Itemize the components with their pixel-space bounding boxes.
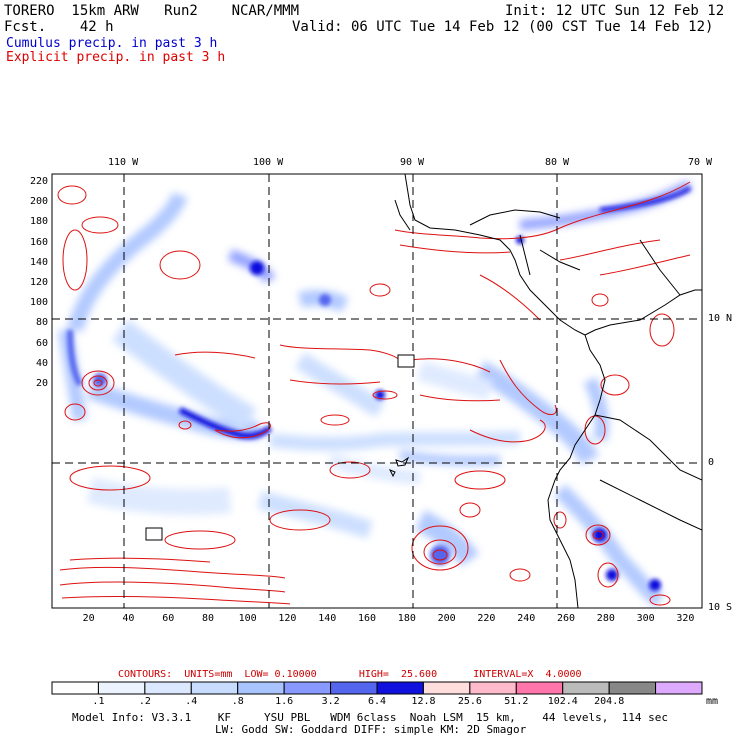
lat-tick-10s: 10 S	[708, 602, 733, 613]
y-tick-label: 120	[29, 277, 48, 288]
colorbar-swatch	[283, 681, 332, 695]
lon-tick-100w: 100 W	[253, 157, 284, 168]
x-tick-label: 260	[557, 613, 576, 624]
x-tick-label: 240	[517, 613, 536, 624]
colorbar-swatch	[97, 681, 146, 695]
x-tick-label: 40	[122, 613, 135, 624]
y-tick-label: 20	[35, 378, 48, 389]
lon-tick-110w: 110 W	[108, 157, 139, 168]
y-tick-label: 220	[29, 176, 48, 187]
y-tick-label: 60	[35, 337, 48, 349]
valid-time: Valid: 06 UTC Tue 14 Feb 12 (00 CST Tue …	[292, 19, 714, 35]
lat-tick-0: 0	[708, 457, 715, 468]
graticule	[52, 174, 702, 608]
y-tick-label: 80	[35, 317, 48, 329]
legend-cumulus: Cumulus precip. in past 3 h	[6, 36, 218, 51]
legend-explicit: Explicit precip. in past 3 h	[6, 50, 226, 65]
colorbar-label: 6.4	[368, 696, 387, 707]
y-tick-label: 160	[29, 236, 48, 248]
model-info: Model Info: V3.3.1 KF YSU PBL WDM 6class…	[72, 711, 669, 724]
colorbar-label: 3.2	[321, 696, 340, 707]
lon-tick-70w: 70 W	[688, 157, 713, 168]
colorbar-swatch	[469, 681, 517, 695]
explicit-precip-contours	[57, 181, 691, 606]
lon-tick-80w: 80 W	[545, 157, 570, 168]
colorbar-swatch	[655, 681, 703, 695]
y-tick-label: 40	[35, 357, 48, 369]
colorbar-label: 51.2	[504, 696, 529, 707]
colorbar-swatch	[190, 681, 239, 695]
colorbar-label: .2	[138, 696, 151, 707]
x-tick-label: 100	[238, 613, 257, 624]
colorbar-unit: mm	[706, 696, 719, 707]
colorbar-swatch	[422, 681, 471, 695]
map-frame	[51, 173, 703, 609]
x-tick-label: 120	[278, 613, 297, 624]
x-tick-label: 180	[397, 613, 416, 624]
colorbar-swatch	[144, 681, 192, 695]
model-title: TORERO 15km ARW Run2 NCAR/MMM	[4, 3, 300, 19]
colorbar-swatch	[330, 681, 378, 695]
x-tick-label: 300	[636, 613, 655, 624]
x-tick-label: 80	[202, 613, 215, 624]
colorbar	[51, 681, 703, 695]
x-tick-label: 320	[676, 613, 695, 624]
colorbar-label: 25.6	[457, 696, 482, 707]
colorbar-swatch	[608, 681, 657, 695]
colorbar-label: 1.6	[275, 696, 294, 707]
colorbar-label: .8	[231, 696, 244, 707]
intense-precip-cores	[67, 186, 692, 591]
colorbar-label: 12.8	[411, 696, 436, 707]
colorbar-swatch	[51, 681, 99, 695]
y-tick-label: 140	[29, 256, 48, 268]
coastlines	[388, 174, 702, 608]
y-tick-label: 200	[29, 196, 48, 208]
y-tick-label: 180	[29, 216, 48, 228]
lon-tick-90w: 90 W	[400, 157, 425, 168]
colorbar-label: .1	[92, 696, 105, 707]
x-tick-label: 20	[82, 613, 95, 624]
x-tick-label: 220	[477, 613, 496, 624]
colorbar-swatch	[376, 681, 424, 695]
x-tick-label: 60	[162, 613, 175, 624]
contour-info: CONTOURS: UNITS=mm LOW= 0.10000 HIGH= 25…	[118, 669, 582, 680]
extremum-markers	[145, 354, 415, 541]
colorbar-swatch	[562, 681, 610, 695]
colorbar-swatch	[515, 681, 564, 695]
x-tick-label: 200	[437, 613, 456, 624]
x-tick-label: 280	[596, 613, 615, 624]
x-tick-label: 160	[358, 613, 377, 624]
init-time: Init: 12 UTC Sun 12 Feb 12	[505, 3, 725, 19]
lat-tick-10n: 10 N	[708, 313, 733, 324]
colorbar-label: 102.4	[547, 696, 578, 707]
physics-info: LW: Godd SW: Goddard DIFF: simple KM: 2D…	[215, 723, 527, 736]
forecast-hour: Fcst. 42 h	[4, 19, 114, 35]
colorbar-swatch	[237, 681, 285, 695]
x-tick-label: 140	[318, 613, 337, 624]
colorbar-label: 204.8	[594, 696, 625, 707]
colorbar-label: .4	[185, 696, 198, 707]
y-tick-label: 100	[29, 297, 48, 309]
